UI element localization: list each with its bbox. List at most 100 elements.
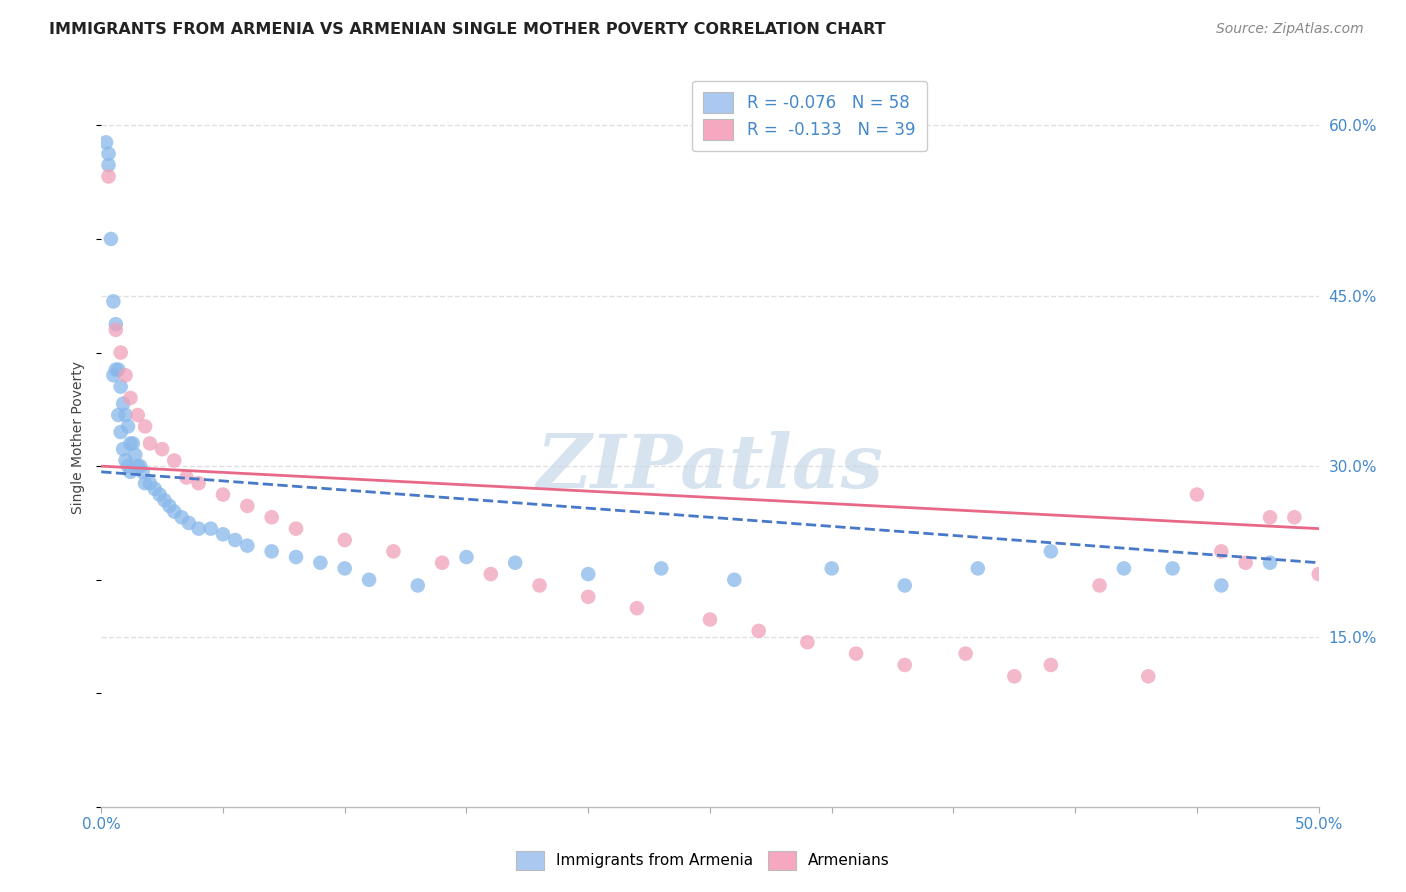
Point: [104, 362, 127, 376]
Point: [1002, 669, 1025, 683]
Point: [163, 505, 186, 519]
Point: [626, 601, 648, 615]
Point: [1137, 669, 1160, 683]
Point: [120, 436, 142, 450]
Point: [650, 561, 672, 575]
Point: [723, 573, 745, 587]
Point: [97, 146, 120, 161]
Point: [821, 561, 844, 575]
Point: [114, 453, 136, 467]
Point: [576, 590, 599, 604]
Point: [1211, 578, 1233, 592]
Point: [97, 169, 120, 184]
Point: [122, 436, 145, 450]
Point: [212, 487, 235, 501]
Point: [112, 442, 135, 456]
Point: [104, 317, 127, 331]
Point: [114, 368, 136, 383]
Point: [117, 459, 139, 474]
Point: [107, 408, 129, 422]
Point: [966, 561, 988, 575]
Legend: Immigrants from Armenia, Armenians: Immigrants from Armenia, Armenians: [509, 843, 897, 877]
Point: [134, 419, 156, 434]
Point: [176, 470, 198, 484]
Point: [333, 561, 356, 575]
Point: [127, 459, 149, 474]
Point: [139, 436, 162, 450]
Point: [150, 442, 173, 456]
Point: [187, 522, 209, 536]
Point: [103, 294, 125, 309]
Point: [149, 487, 172, 501]
Point: [103, 368, 125, 383]
Point: [143, 482, 166, 496]
Point: [1185, 487, 1208, 501]
Point: [120, 465, 142, 479]
Point: [1161, 561, 1184, 575]
Point: [357, 573, 380, 587]
Point: [1039, 657, 1062, 672]
Point: [1284, 510, 1306, 524]
Y-axis label: Single Mother Poverty: Single Mother Poverty: [72, 361, 86, 515]
Point: [177, 516, 200, 530]
Point: [117, 419, 139, 434]
Point: [955, 647, 977, 661]
Point: [1308, 567, 1330, 582]
Point: [157, 499, 180, 513]
Point: [456, 549, 478, 564]
Legend: R = -0.076   N = 58, R =  -0.133   N = 39: R = -0.076 N = 58, R = -0.133 N = 39: [692, 80, 927, 152]
Point: [170, 510, 193, 524]
Point: [529, 578, 551, 592]
Point: [107, 362, 129, 376]
Point: [260, 510, 283, 524]
Point: [845, 647, 868, 661]
Point: [110, 425, 132, 439]
Point: [153, 493, 176, 508]
Point: [309, 556, 332, 570]
Point: [224, 533, 246, 547]
Point: [114, 408, 136, 422]
Point: [124, 448, 146, 462]
Point: [894, 657, 917, 672]
Point: [200, 522, 222, 536]
Point: [129, 459, 152, 474]
Point: [576, 567, 599, 582]
Point: [503, 556, 526, 570]
Point: [1039, 544, 1062, 558]
Point: [139, 476, 162, 491]
Point: [1211, 544, 1233, 558]
Point: [163, 453, 186, 467]
Point: [430, 556, 453, 570]
Point: [285, 549, 308, 564]
Point: [333, 533, 356, 547]
Point: [1112, 561, 1135, 575]
Point: [94, 136, 117, 150]
Point: [285, 522, 308, 536]
Point: [1258, 510, 1281, 524]
Point: [894, 578, 917, 592]
Text: IMMIGRANTS FROM ARMENIA VS ARMENIAN SINGLE MOTHER POVERTY CORRELATION CHART: IMMIGRANTS FROM ARMENIA VS ARMENIAN SING…: [49, 22, 886, 37]
Point: [1258, 556, 1281, 570]
Text: ZIPatlas: ZIPatlas: [537, 431, 883, 504]
Point: [104, 323, 127, 337]
Point: [131, 465, 153, 479]
Point: [120, 391, 142, 405]
Point: [236, 539, 259, 553]
Point: [100, 232, 122, 246]
Point: [796, 635, 818, 649]
Point: [699, 613, 721, 627]
Point: [97, 158, 120, 172]
Point: [406, 578, 429, 592]
Point: [110, 345, 132, 359]
Point: [748, 624, 770, 638]
Point: [236, 499, 259, 513]
Point: [1088, 578, 1111, 592]
Point: [127, 408, 149, 422]
Point: [110, 379, 132, 393]
Point: [260, 544, 283, 558]
Point: [479, 567, 502, 582]
Point: [187, 476, 209, 491]
Point: [1234, 556, 1257, 570]
Point: [134, 476, 156, 491]
Point: [112, 397, 135, 411]
